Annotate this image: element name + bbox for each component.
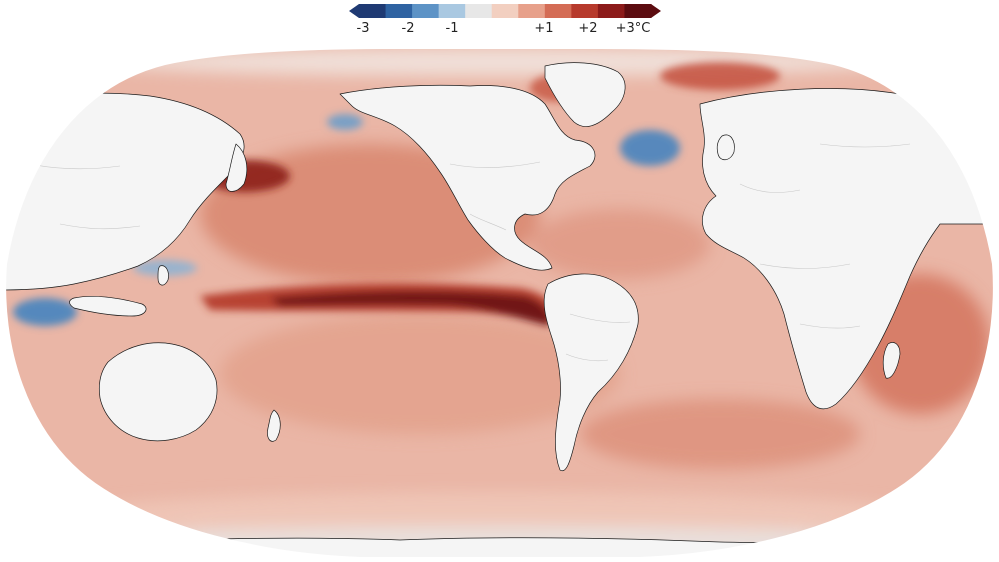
color-scale-swatch [465,4,493,18]
landmass-uk [716,134,735,161]
landmass-north-america [339,84,596,271]
color-scale-swatch [385,4,413,18]
color-scale-swatch [438,4,466,18]
landmass-greenland [544,62,626,127]
tick-label-plus-3: +3°C [615,21,651,36]
warm-anomaly-southern-ocean [80,492,920,536]
sst-anomaly-map [4,47,995,559]
color-scale-max-arrow [651,4,661,18]
color-scale-swatch [518,4,546,18]
cool-anomaly-gulf-of-alaska [327,114,363,130]
landmass-madagascar [882,342,901,379]
color-scale-swatch [359,4,387,18]
color-scale-legend: -3 -2 -1 +1 +2 +3°C [349,4,661,40]
el-nino-warm-tongue-core [270,290,551,326]
color-scale-bar [349,4,661,18]
color-scale-ticks: -3 -2 -1 +1 +2 +3°C [349,21,661,39]
landmass-south-america [543,273,639,472]
landmass-asia-east [5,92,245,291]
color-scale-swatch [597,4,625,18]
warm-anomaly-south-pacific [220,314,620,434]
landmass-indonesia [69,296,147,317]
world-map [0,44,999,562]
color-scale-swatch [491,4,519,18]
color-scale-swatch [624,4,652,18]
globe-outline [4,47,995,559]
warm-anomaly-south-atlantic [580,399,860,469]
tick-label-minus-1: -1 [445,21,459,36]
landmass-australia [98,342,218,442]
tick-label-plus-2: +2 [578,21,598,36]
landmass-new-zealand [267,409,281,442]
cool-anomaly-north-atlantic [620,130,680,166]
landmass-philippines [157,265,169,286]
color-scale-swatch [544,4,572,18]
cool-anomaly-eastern-indian-ocean [13,298,77,326]
color-scale-swatch [412,4,440,18]
color-scale-swatch [571,4,599,18]
landmass-japan [225,143,248,192]
warm-anomaly-north-sea [660,62,780,90]
warm-anomaly-north-atlantic [530,209,710,279]
pale-band-arctic [100,48,900,76]
tick-label-minus-2: -2 [401,21,415,36]
color-scale-min-arrow [349,4,359,18]
tick-label-plus-1: +1 [534,21,554,36]
tick-label-minus-3: -3 [356,21,370,36]
